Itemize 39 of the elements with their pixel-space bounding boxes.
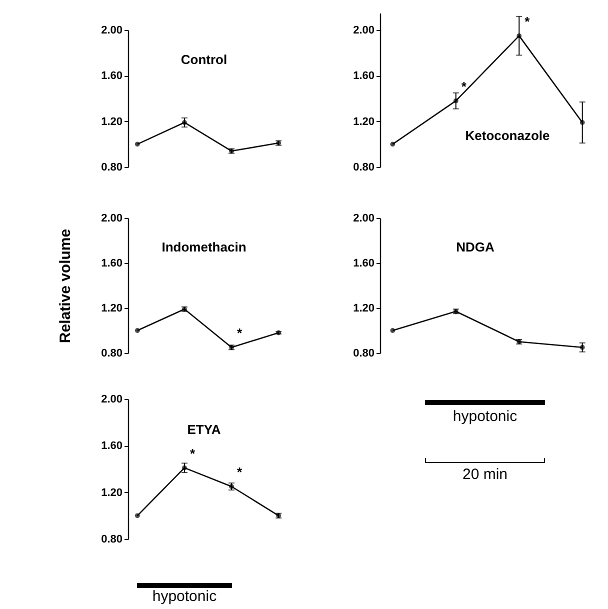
y-tick-label: 1.60 xyxy=(353,258,374,270)
data-label: * xyxy=(461,78,468,94)
y-tick-label: 2.00 xyxy=(101,24,122,36)
data-label: * xyxy=(237,325,243,340)
y-tick-label: 2.00 xyxy=(101,394,122,406)
y-tick-label: 1.60 xyxy=(101,440,122,452)
data-label: * xyxy=(237,464,243,480)
point xyxy=(134,328,140,333)
data-label: * xyxy=(190,446,196,461)
y-tick-label: 1.20 xyxy=(101,116,122,128)
y-tick-label: 1.20 xyxy=(101,302,122,314)
point xyxy=(390,142,396,147)
y-tick-label: 0.80 xyxy=(101,534,122,546)
y-tick-label: 0.80 xyxy=(353,348,374,360)
text: ETYA xyxy=(187,422,222,437)
y-axis-title: Relative volume xyxy=(57,228,74,344)
point xyxy=(134,513,140,518)
y-tick-label: 1.20 xyxy=(101,486,122,499)
text: NDGA xyxy=(456,240,495,255)
y-tick-label: 1.60 xyxy=(101,258,122,270)
y-tick-label: 1.20 xyxy=(353,116,374,128)
point xyxy=(134,142,140,147)
y-tick-label: 2.00 xyxy=(353,212,374,224)
y-tick-label: 1.60 xyxy=(101,70,122,82)
data-label: * xyxy=(524,14,531,29)
y-tick-label: 2.00 xyxy=(101,212,122,224)
point xyxy=(390,328,396,333)
y-tick-label: 0.80 xyxy=(101,162,122,174)
text: Control xyxy=(180,52,228,68)
y-tick-label: 1.60 xyxy=(353,70,374,82)
text: Ketoconazole xyxy=(465,128,550,144)
y-tick-label: 0.80 xyxy=(101,348,122,360)
text: 20 min xyxy=(462,466,508,483)
y-tick-label: 1.20 xyxy=(353,302,374,314)
text: hypotonic xyxy=(152,588,217,605)
y-tick-label: 2.00 xyxy=(353,24,374,37)
y-tick-label: 0.80 xyxy=(353,162,374,174)
text: Indomethacin xyxy=(162,240,246,255)
text: hypotonic xyxy=(452,408,518,425)
